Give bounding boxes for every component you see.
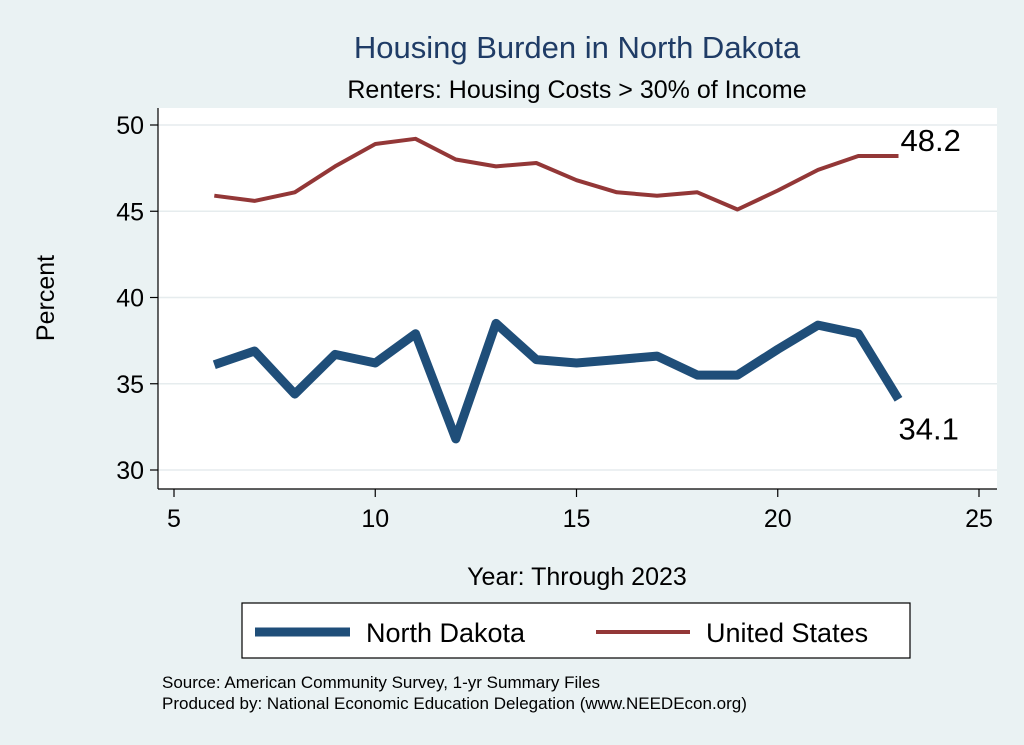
series-layer [212,136,903,444]
chart-title: Housing Burden in North Dakota [354,30,801,65]
y-tick-label-30: 30 [116,457,144,485]
series-line-north-dakota [212,318,903,444]
gridlines [158,124,997,471]
united-states-end-label: 48.2 [901,123,961,158]
legend-box [241,602,911,659]
x-tick-label-5: 5 [167,505,181,533]
x-tick-label-20: 20 [764,505,792,533]
north-dakota-end-label: 34.1 [899,411,959,446]
y-tick-label-50: 50 [116,112,144,140]
y-tick-label-40: 40 [116,285,144,313]
y-tick-label-45: 45 [116,198,144,226]
chart-subtitle: Renters: Housing Costs > 30% of Income [347,76,806,104]
plot-area [158,108,997,489]
producer-note: Produced by: National Economic Education… [162,694,747,713]
series-line-united-states [214,136,899,212]
x-tick-label-15: 15 [563,505,591,533]
y-axis-label: Percent [32,255,60,341]
axes: 30 35 40 45 50 5 10 15 20 25 [116,108,997,533]
x-axis-label: Year: Through 2023 [467,563,687,591]
y-tick-label-35: 35 [116,371,144,399]
x-tick-label-25: 25 [965,505,993,533]
source-note: Source: American Community Survey, 1-yr … [162,673,600,692]
legend-label-north-dakota: North Dakota [366,618,526,648]
legend-label-united-states: United States [706,618,868,648]
x-tick-label-10: 10 [361,505,389,533]
legend: North Dakota United States [241,602,911,659]
